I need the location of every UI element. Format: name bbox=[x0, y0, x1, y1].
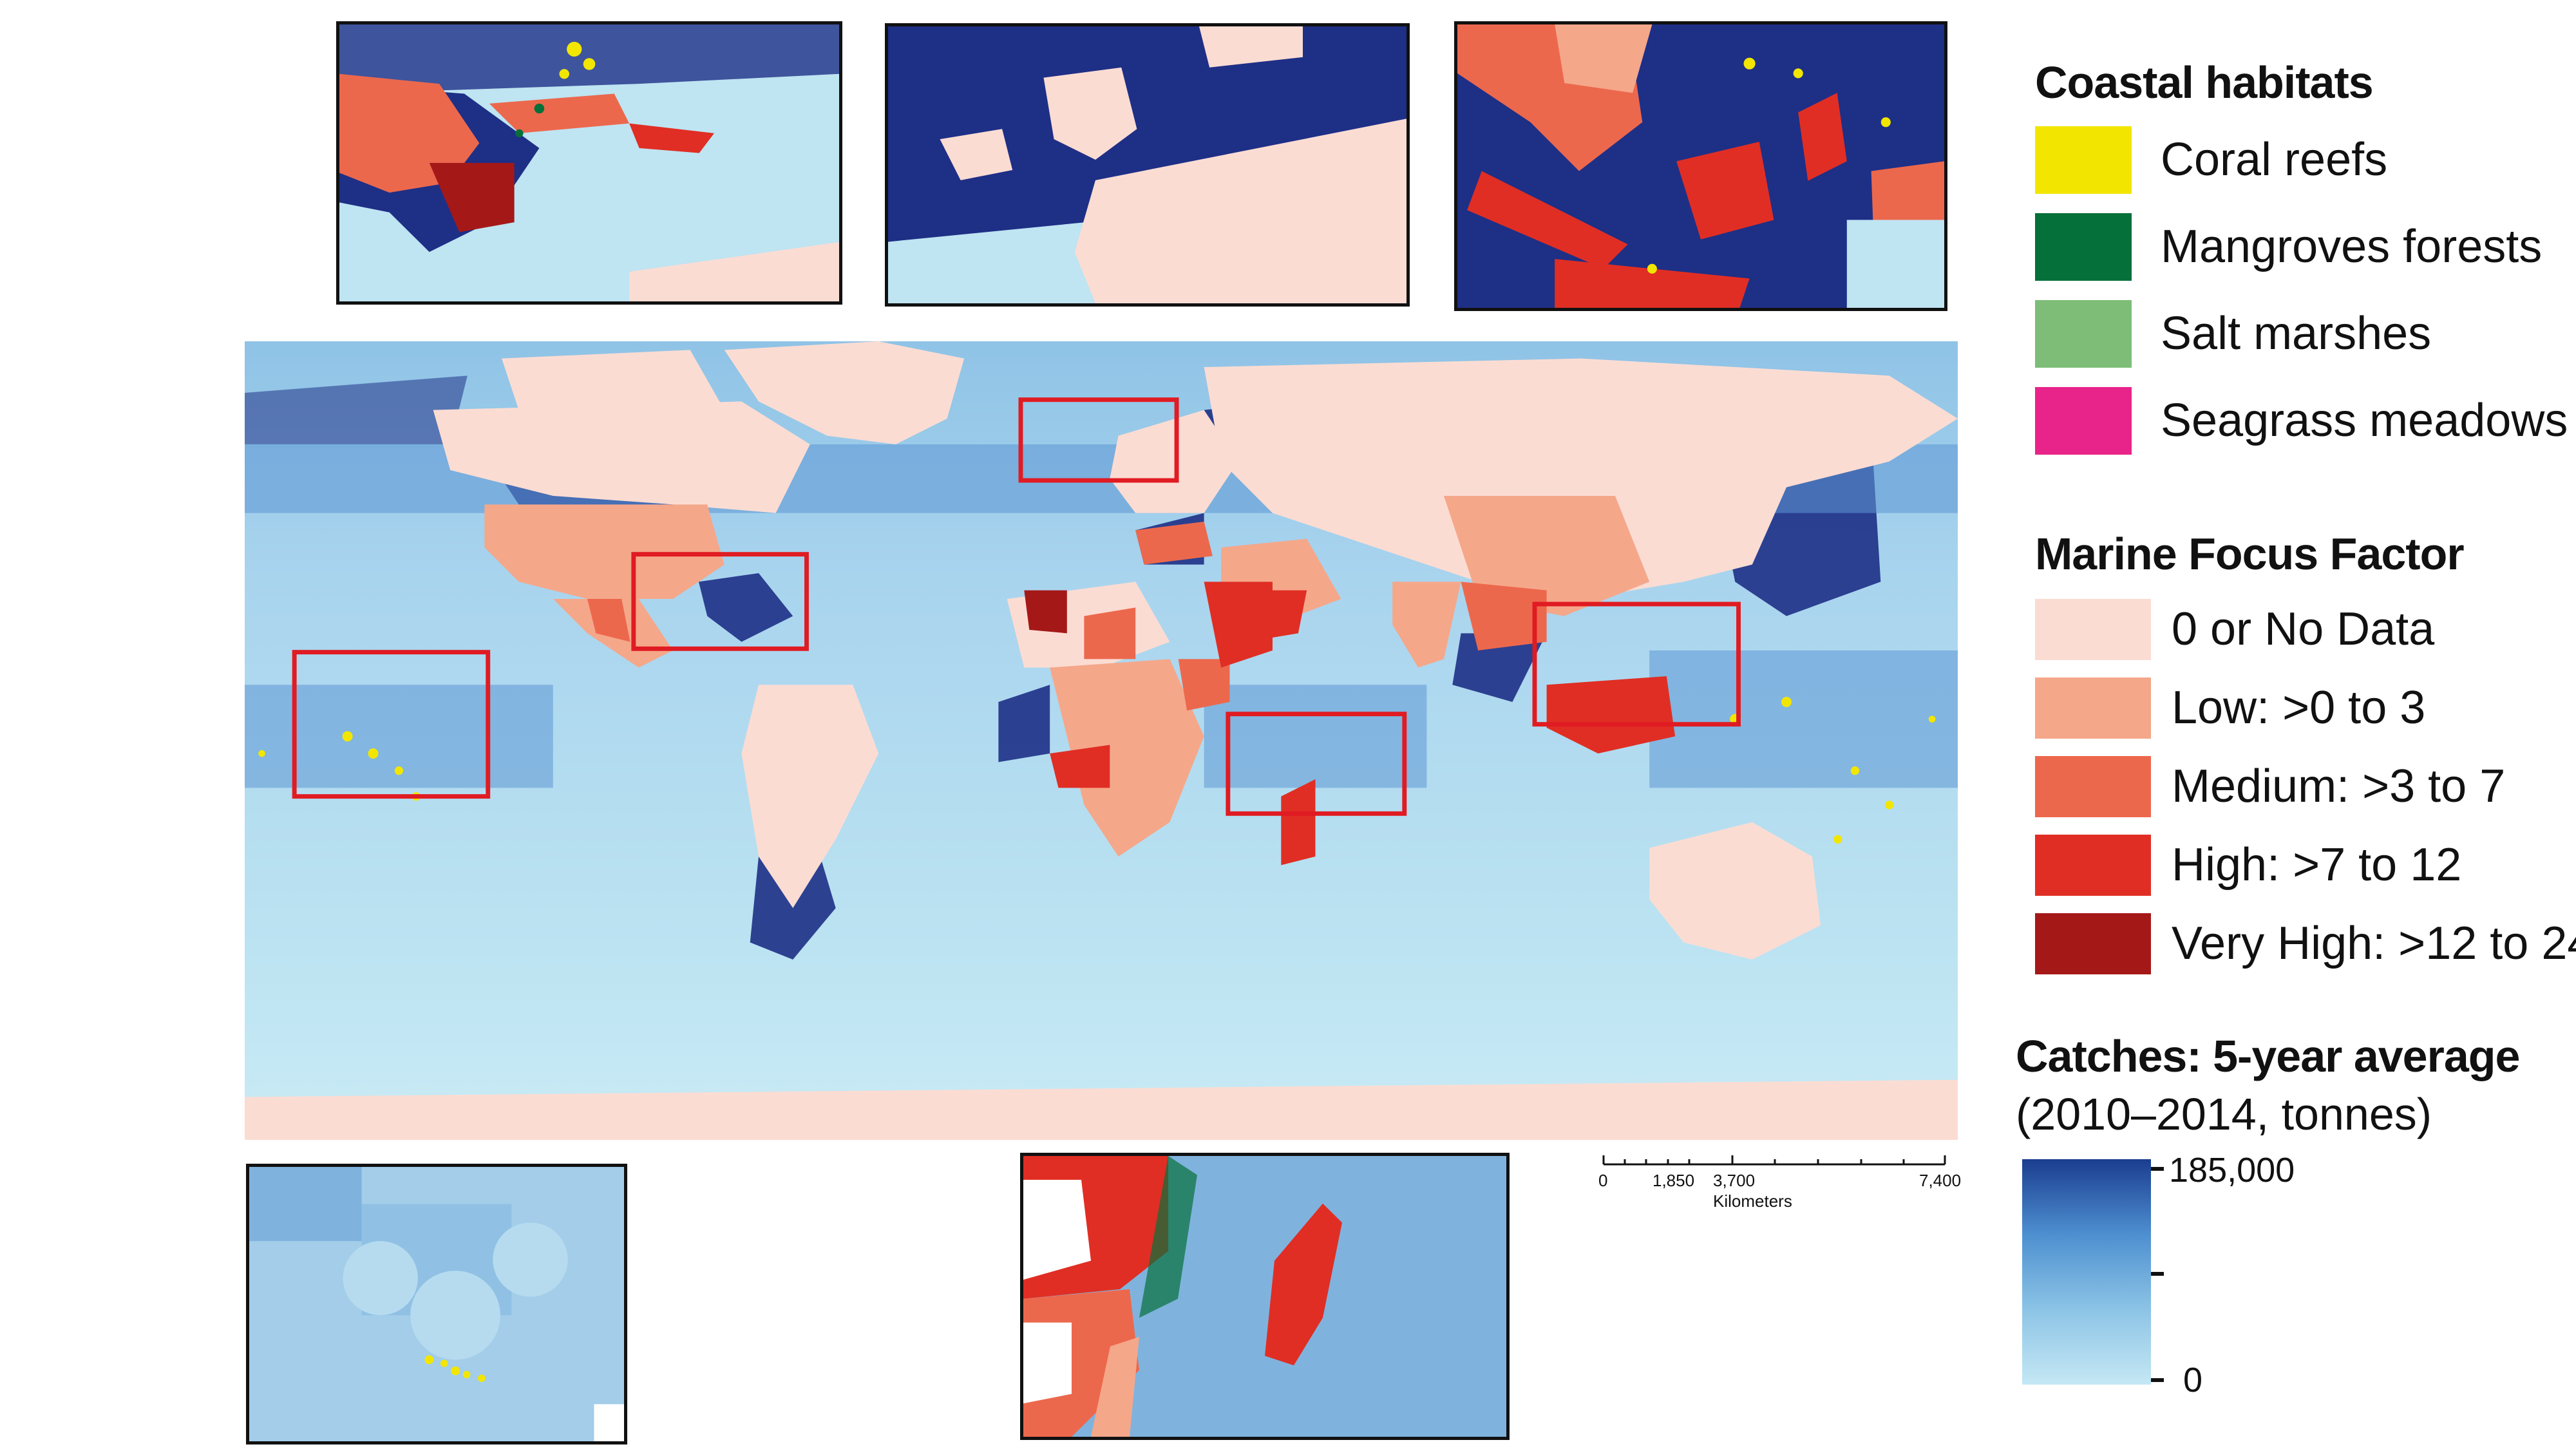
inset-madagascar bbox=[1020, 1153, 1510, 1440]
scale-tick-7400: 7,400 bbox=[1919, 1171, 1962, 1190]
inset-caribbean bbox=[336, 21, 842, 305]
mff-swatch bbox=[2035, 913, 2151, 974]
mff-title: Marine Focus Factor bbox=[2035, 529, 2465, 579]
catches-title: Catches: 5-year average bbox=[2016, 1031, 2520, 1081]
habitat-label: Mangroves forests bbox=[2161, 221, 2543, 272]
inset-north-atlantic bbox=[885, 23, 1410, 307]
habitat-swatch bbox=[2035, 126, 2132, 194]
world-map bbox=[245, 341, 1958, 1140]
habitat-swatch bbox=[2035, 300, 2132, 368]
mff-label: Low: >0 to 3 bbox=[2172, 682, 2426, 734]
mff-swatch bbox=[2035, 835, 2151, 896]
catches-subtitle: (2010–2014, tonnes) bbox=[2016, 1089, 2432, 1139]
inset-pacific-islands bbox=[246, 1164, 627, 1444]
ramp-tick-bottom bbox=[2151, 1378, 2164, 1382]
box-caribbean bbox=[631, 552, 809, 651]
mff-label: Medium: >3 to 7 bbox=[2172, 761, 2506, 812]
scale-unit: Kilometers bbox=[1713, 1191, 1792, 1211]
scale-tick-0: 0 bbox=[1598, 1171, 1608, 1190]
habitat-label: Salt marshes bbox=[2161, 308, 2432, 359]
landmass-very-high bbox=[1024, 590, 1067, 634]
scale-tick-3700: 3,700 bbox=[1713, 1171, 1756, 1190]
catches-min-label: 0 bbox=[2183, 1361, 2203, 1399]
catches-max-label: 185,000 bbox=[2169, 1151, 2295, 1189]
habitat-swatch bbox=[2035, 387, 2132, 455]
scale-tick-1850: 1,850 bbox=[1653, 1171, 1695, 1190]
habitat-label: Seagrass meadows bbox=[2161, 395, 2568, 446]
box-southeast-asia bbox=[1532, 601, 1741, 727]
ramp-tick-top bbox=[2151, 1167, 2164, 1171]
habitat-swatch bbox=[2035, 213, 2132, 281]
inset-southeast-asia bbox=[1454, 21, 1947, 311]
box-north-atlantic bbox=[1018, 397, 1179, 483]
box-pacific-islands bbox=[292, 650, 491, 799]
mff-swatch bbox=[2035, 756, 2151, 817]
catches-color-ramp bbox=[2022, 1159, 2151, 1385]
box-madagascar bbox=[1226, 712, 1407, 816]
mff-label: 0 or No Data bbox=[2172, 603, 2435, 655]
mff-swatch bbox=[2035, 677, 2151, 739]
landmass-medium bbox=[587, 522, 1547, 711]
mff-label: Very High: >12 to 24 bbox=[2172, 918, 2576, 969]
mff-label: High: >7 to 12 bbox=[2172, 839, 2462, 891]
inset-highlight-boxes bbox=[292, 397, 1741, 816]
landmass-high bbox=[1050, 582, 1676, 866]
landmass-no-data bbox=[245, 341, 1958, 1140]
mff-swatch bbox=[2035, 599, 2151, 660]
scale-bar: 0 1,850 3,700 7,400 Kilometers bbox=[1597, 1153, 1962, 1243]
ramp-tick-mid bbox=[2151, 1272, 2164, 1276]
habitats-title: Coastal habitats bbox=[2035, 57, 2374, 108]
habitat-label: Coral reefs bbox=[2161, 134, 2388, 185]
